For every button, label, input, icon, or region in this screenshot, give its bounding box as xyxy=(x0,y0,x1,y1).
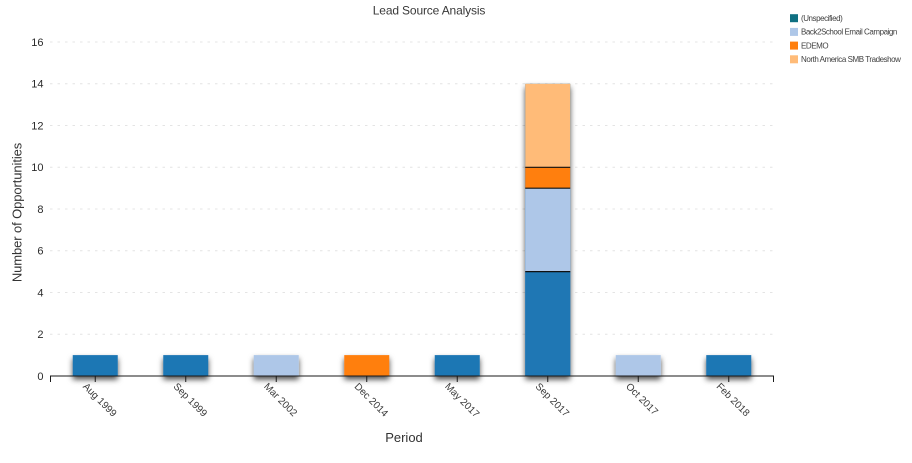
svg-text:EDEMO: EDEMO xyxy=(801,41,828,50)
svg-text:North America SMB Tradeshow: North America SMB Tradeshow xyxy=(801,55,901,64)
svg-text:16: 16 xyxy=(31,37,43,49)
svg-text:12: 12 xyxy=(31,120,43,132)
svg-text:14: 14 xyxy=(31,79,43,91)
svg-text:6: 6 xyxy=(37,246,43,258)
svg-text:Aug 1999: Aug 1999 xyxy=(80,381,118,419)
svg-text:Mar 2002: Mar 2002 xyxy=(261,381,299,419)
svg-text:8: 8 xyxy=(37,204,43,216)
svg-text:Sep 2017: Sep 2017 xyxy=(533,381,571,419)
svg-text:Back2School Email Campaign: Back2School Email Campaign xyxy=(801,28,897,37)
svg-text:10: 10 xyxy=(31,162,43,174)
svg-text:Lead Source Analysis: Lead Source Analysis xyxy=(373,3,486,17)
svg-text:4: 4 xyxy=(37,287,43,299)
svg-text:(Unspecified): (Unspecified) xyxy=(801,14,843,23)
svg-text:May 2017: May 2017 xyxy=(442,381,481,420)
svg-text:Feb 2018: Feb 2018 xyxy=(714,381,752,419)
svg-text:0: 0 xyxy=(37,371,43,383)
svg-text:Number of Opportunities: Number of Opportunities xyxy=(10,142,25,282)
svg-text:Period: Period xyxy=(385,430,423,445)
svg-text:Sep 1999: Sep 1999 xyxy=(171,381,209,419)
svg-text:2: 2 xyxy=(37,329,43,341)
svg-text:Oct 2017: Oct 2017 xyxy=(623,381,660,418)
svg-text:Dec 2014: Dec 2014 xyxy=(352,381,390,419)
